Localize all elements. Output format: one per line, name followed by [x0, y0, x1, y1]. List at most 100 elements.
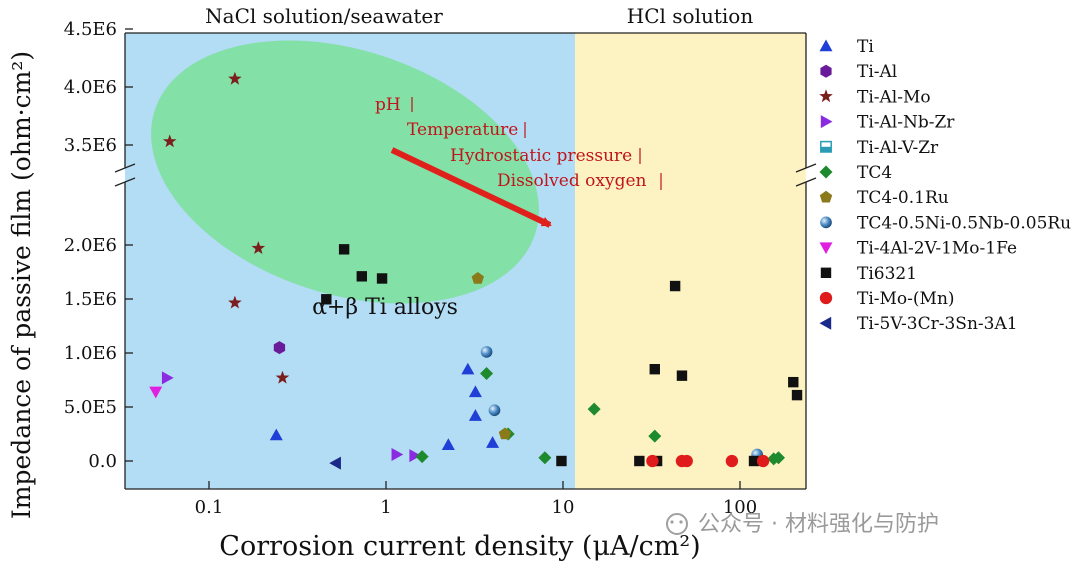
y-axis-label: Impedance of passive film (ohm·cm²): [7, 51, 36, 519]
data-point: [415, 450, 429, 464]
series-10: [646, 454, 770, 468]
data-point: [791, 389, 803, 401]
ticks: 0.1 1 10 100 0.0 5.0E5 1.0E6 1.5E6 2.0E6 3.5E6 4.0…: [64, 19, 757, 518]
annotation-pressure: Hydrostatic pressure: [450, 146, 632, 166]
data-point: [748, 455, 760, 467]
series-11: [329, 456, 341, 470]
data-point: [649, 364, 660, 375]
data-point: [269, 428, 283, 441]
y-tick-label: 1.0E6: [64, 343, 117, 364]
data-point: [538, 451, 552, 465]
legend-item: Ti-Al-V-Zr: [820, 138, 939, 158]
series-0: [269, 362, 500, 450]
legend: Ti Ti-Al Ti-Al-Mo Ti-Al-Nb-Zr Ti-Al-V-Zr TC4 T…: [819, 37, 1071, 334]
legend-marker: [819, 190, 833, 203]
y-tick-label: 0.0: [88, 451, 117, 472]
y-tick-label: 1.5E6: [64, 289, 117, 310]
data-point: [161, 371, 174, 385]
data-point: [162, 134, 177, 148]
legend-label: Ti-Al-V-Zr: [857, 138, 939, 158]
data-point: [468, 409, 482, 421]
x-tick-label: 1: [380, 497, 391, 518]
legend-marker: [820, 115, 833, 129]
data-point: [468, 385, 482, 398]
legend-label: Ti-Al-Nb-Zr: [857, 113, 955, 133]
data-point: [356, 271, 368, 282]
data-point: [480, 367, 494, 381]
data-point: [676, 370, 688, 381]
annotation-down-arrows: [411, 97, 662, 190]
legend-item: TC4-0.1Ru: [819, 188, 949, 208]
legend-item: TC4-0.5Ni-0.5Nb-0.05Ru: [820, 213, 1071, 233]
legend-marker-fill: [820, 146, 832, 152]
data-point: [228, 71, 242, 85]
region-hcl: [575, 33, 806, 489]
watermark-text: 公众号 · 材料强化与防护: [698, 512, 939, 537]
title-hcl: HCl solution: [627, 4, 754, 28]
legend-item: Ti: [819, 37, 874, 57]
y-tick-label: 4.5E6: [64, 19, 117, 40]
legend-label: Ti: [857, 37, 874, 57]
legend-marker: [819, 165, 833, 179]
legend-item: TC4: [819, 163, 892, 183]
data-point: [680, 454, 693, 468]
data-point: [391, 448, 404, 462]
legend-item: Ti-Al: [820, 62, 897, 82]
y-tick-label: 3.5E6: [64, 135, 117, 156]
data-point: [338, 244, 350, 255]
legend-item: Ti-Al-Mo: [819, 87, 931, 107]
data-point: [646, 454, 659, 468]
watermark-logo-icon: [666, 513, 688, 535]
annotation-temperature: Temperature: [407, 120, 518, 140]
series-6: [471, 272, 512, 440]
data-point: [488, 404, 501, 417]
annotation-ph: pH: [375, 95, 401, 115]
data-point: [273, 341, 286, 355]
data-point: [149, 386, 163, 399]
legend-label: TC4-0.5Ni-0.5Nb-0.05Ru: [857, 213, 1071, 233]
alpha-beta-ellipse: [151, 40, 539, 304]
data-point: [329, 456, 341, 470]
legend-label: Ti-Al: [857, 62, 897, 82]
series-3: [161, 371, 422, 463]
data-point: [756, 454, 770, 468]
legend-label: Ti-Mo-(Mn): [857, 289, 955, 309]
legend-item: Ti-Mo-(Mn): [819, 289, 955, 309]
data-point: [376, 273, 388, 284]
legend-marker: [819, 291, 833, 305]
series-2: [162, 71, 290, 384]
data-point: [461, 362, 475, 375]
data-point: [409, 449, 422, 463]
y-tick-label: 4.0E6: [64, 77, 117, 98]
data-point: [556, 455, 567, 467]
legend-label: Ti-Al-Mo: [857, 87, 931, 107]
data-point: [441, 438, 455, 450]
legend-marker: [819, 242, 833, 255]
x-axis-label: Corrosion current density (μA/cm²): [219, 531, 700, 562]
data-point: [275, 370, 290, 384]
axis-break-left: [114, 163, 136, 187]
series-1: [273, 341, 286, 355]
annotation-oxygen: Dissolved oxygen: [497, 171, 647, 191]
series-8: [149, 386, 163, 399]
data-point: [648, 429, 662, 443]
data-point: [480, 346, 493, 358]
data-point: [771, 451, 785, 465]
watermark: 公众号 · 材料强化与防护: [666, 512, 939, 537]
ellipse-label: α+β Ti alloys: [312, 295, 458, 320]
legend-marker: [820, 267, 832, 278]
data-point: [669, 280, 681, 292]
series-9: [321, 244, 803, 467]
y-tick-label: 5.0E5: [64, 397, 117, 418]
legend-marker: [819, 316, 832, 330]
x-tick-label: 10: [552, 497, 575, 518]
trend-arrow: [390, 147, 552, 228]
legend-label: TC4-0.1Ru: [857, 188, 949, 208]
title-nacl: NaCl solution/seawater: [205, 4, 443, 28]
legend-item: Ti-Al-Nb-Zr: [820, 113, 955, 133]
data-point: [634, 455, 645, 467]
legend-label: TC4: [857, 163, 892, 183]
legend-marker: [819, 89, 833, 103]
legend-label: Ti6321: [857, 264, 917, 284]
